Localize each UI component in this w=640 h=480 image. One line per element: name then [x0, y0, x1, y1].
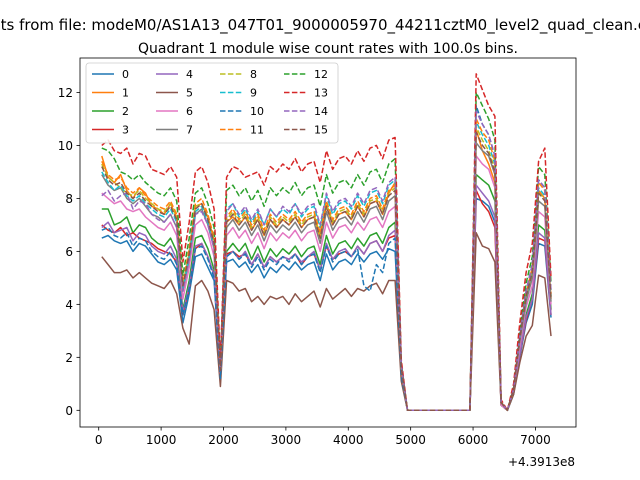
x-tick-label: 1000: [146, 433, 177, 447]
legend-label: 4: [186, 68, 193, 81]
y-tick-label: 0: [65, 404, 73, 418]
y-tick-label: 12: [58, 86, 73, 100]
legend-label: 1: [122, 87, 129, 100]
legend-label: 10: [250, 105, 264, 118]
legend-label: 12: [314, 68, 328, 81]
y-tick-label: 4: [65, 298, 73, 312]
series-line-5: [101, 232, 552, 412]
y-tick-label: 10: [58, 139, 73, 153]
series-line-14: [101, 110, 552, 412]
x-tick-label: 6000: [458, 433, 489, 447]
x-tick-label: 2000: [208, 433, 239, 447]
legend-label: 9: [250, 87, 257, 100]
legend-label: 6: [186, 105, 193, 118]
series-line-13: [101, 73, 552, 412]
x-tick-label: 3000: [271, 433, 302, 447]
series-line-15: [101, 131, 552, 412]
x-tick-label: 4000: [333, 433, 364, 447]
series-line-12: [101, 91, 552, 412]
plot-area: 0 1000 2000 3000 4000 5000 6000 700002468101201…: [58, 57, 577, 447]
legend-label: 14: [314, 105, 328, 118]
legend-box: [85, 62, 339, 144]
legend-label: 2: [122, 105, 129, 118]
legend-label: 5: [186, 87, 193, 100]
y-tick-label: 6: [65, 245, 73, 259]
legend-label: 7: [186, 124, 193, 137]
legend-label: 11: [250, 124, 264, 137]
y-tick-label: 8: [65, 192, 73, 206]
y-tick-label: 2: [65, 351, 73, 365]
x-offset-label: +4.3913e8: [508, 455, 575, 469]
axes-frame: [79, 57, 577, 428]
legend-label: 3: [122, 124, 129, 137]
figure-suptitle: Plots from file: modeM0/AS1A13_047T01_90…: [0, 16, 640, 35]
x-tick-label: 5000: [395, 433, 426, 447]
chart-title: Quadrant 1 module wise count rates with …: [138, 41, 518, 57]
x-tick-label: 7000: [520, 433, 551, 447]
series-lines: [101, 73, 552, 412]
x-tick-label: 0: [95, 433, 103, 447]
legend-label: 0: [122, 68, 129, 81]
legend-label: 15: [314, 124, 328, 137]
legend-label: 13: [314, 87, 328, 100]
legend-label: 8: [250, 68, 257, 81]
